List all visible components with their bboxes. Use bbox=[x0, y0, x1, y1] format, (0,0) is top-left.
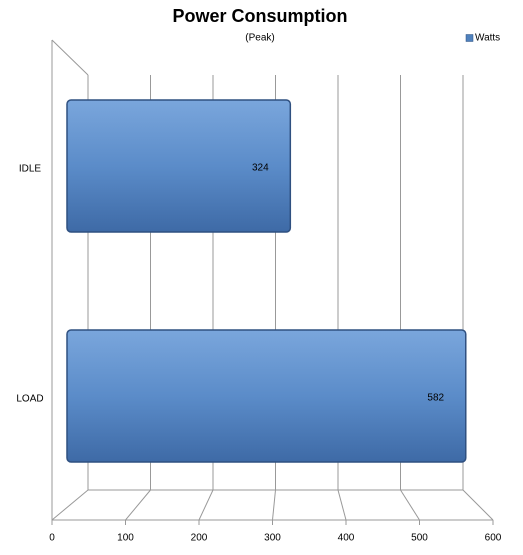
floor-line bbox=[272, 489, 276, 521]
floor-line bbox=[125, 489, 151, 521]
floor-line bbox=[198, 489, 214, 521]
floor-line bbox=[337, 489, 347, 521]
chart-title: Power Consumption bbox=[173, 6, 348, 26]
x-tick-label: 400 bbox=[338, 533, 355, 544]
floor-line bbox=[51, 489, 89, 521]
value-label: 582 bbox=[427, 393, 444, 404]
x-tick-label: 200 bbox=[191, 533, 208, 544]
floor-line bbox=[462, 489, 494, 521]
plot: 0 100 200 300 400 500 600 IDLE LOAD 324 582 Watts bbox=[16, 33, 501, 544]
chart-subtitle: (Peak) bbox=[245, 33, 274, 44]
x-tick-label: 500 bbox=[411, 533, 428, 544]
y-tick-label: LOAD bbox=[16, 394, 43, 405]
bar bbox=[66, 329, 467, 463]
x-tick-label: 300 bbox=[264, 533, 281, 544]
legend-swatch bbox=[465, 34, 474, 42]
x-tick-label: 0 bbox=[49, 533, 55, 544]
floor-line bbox=[400, 489, 420, 521]
y-tick-label: IDLE bbox=[19, 164, 42, 175]
x-tick-label: 600 bbox=[485, 533, 502, 544]
bar bbox=[66, 99, 292, 233]
x-tick-label: 100 bbox=[117, 533, 134, 544]
value-label: 324 bbox=[252, 163, 269, 174]
legend-label: Watts bbox=[475, 33, 500, 44]
left-wall-top bbox=[51, 39, 89, 76]
